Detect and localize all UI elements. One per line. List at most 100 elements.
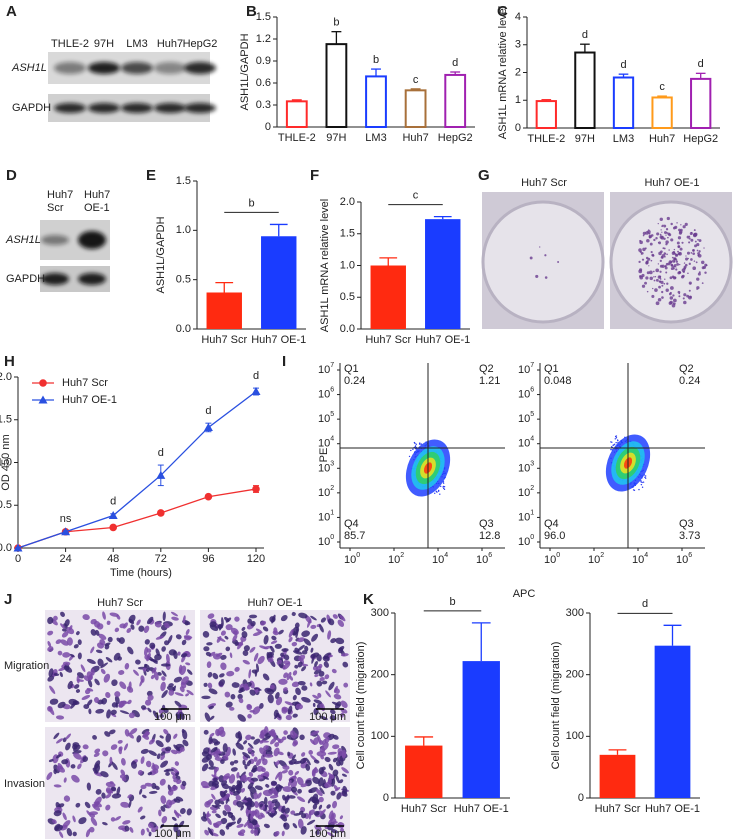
cell	[282, 765, 290, 770]
cell	[221, 783, 230, 790]
cell	[179, 711, 185, 720]
cell	[73, 644, 79, 649]
cell	[338, 647, 344, 654]
cell	[243, 820, 250, 828]
cell	[225, 825, 230, 830]
cell	[316, 680, 323, 687]
colony	[663, 237, 666, 241]
cell	[312, 767, 319, 774]
cell	[310, 647, 314, 653]
annotation: d	[620, 59, 626, 71]
cell	[160, 681, 166, 692]
colony	[673, 257, 677, 261]
y-tick-label: 100	[318, 534, 334, 548]
cell	[261, 767, 266, 773]
event	[641, 481, 643, 484]
cell	[235, 742, 244, 750]
cell	[149, 642, 156, 649]
cell	[253, 792, 258, 800]
cell	[296, 796, 306, 803]
bar	[444, 73, 467, 128]
cell	[160, 760, 169, 768]
lane-label: LM3	[126, 38, 147, 50]
cell	[308, 787, 318, 794]
cell	[224, 635, 229, 640]
cell	[335, 637, 345, 645]
cell	[327, 618, 335, 626]
cell	[313, 799, 320, 805]
cell	[232, 748, 236, 756]
cell	[81, 694, 91, 700]
cell	[153, 671, 159, 681]
event	[644, 477, 647, 479]
cell	[273, 627, 278, 634]
cell	[215, 813, 221, 819]
x-tick-label: THLE-2	[278, 132, 316, 144]
cell	[297, 661, 303, 668]
y-tick-label: 0.3	[256, 99, 271, 111]
cell	[322, 655, 330, 662]
colony	[661, 296, 664, 299]
tick-exponent: 2	[330, 485, 334, 492]
annotation: d	[452, 57, 458, 69]
cell	[233, 760, 239, 764]
cell	[234, 641, 239, 646]
cell	[229, 791, 234, 795]
cell	[241, 799, 248, 803]
cell	[313, 708, 319, 716]
cell	[211, 793, 216, 800]
cell	[76, 631, 80, 636]
cell	[264, 796, 268, 806]
cell	[320, 617, 327, 623]
cell	[340, 700, 348, 709]
cell	[82, 614, 90, 621]
cell	[241, 631, 248, 639]
cell	[278, 771, 283, 782]
error-bar	[215, 281, 234, 293]
y-tick-label: 0.5	[340, 291, 355, 303]
cell	[214, 804, 222, 808]
colony	[666, 253, 668, 256]
cell	[270, 640, 278, 645]
cell	[224, 691, 231, 698]
cell	[113, 652, 121, 661]
cell	[53, 673, 60, 677]
cell	[201, 756, 210, 763]
cell	[120, 769, 126, 776]
cell	[236, 817, 242, 825]
cell	[133, 669, 139, 676]
bar	[261, 236, 297, 329]
cell	[159, 778, 166, 786]
cell	[330, 638, 337, 644]
cell	[339, 815, 343, 820]
cell	[269, 645, 275, 653]
cell	[53, 615, 58, 621]
cell	[128, 800, 132, 808]
cell	[181, 676, 189, 685]
x-tick-label: Huh7 OE-1	[454, 803, 509, 815]
band	[121, 103, 153, 113]
cell	[328, 763, 334, 771]
cell	[66, 828, 73, 837]
colony	[544, 254, 547, 257]
colony	[648, 265, 650, 267]
cell	[304, 645, 309, 652]
cell	[63, 795, 71, 802]
colony	[666, 216, 670, 221]
cell	[331, 668, 337, 674]
marker	[13, 543, 23, 552]
cell	[309, 738, 315, 745]
cell	[173, 676, 183, 683]
marker	[109, 523, 117, 532]
cell	[263, 754, 274, 758]
cell	[255, 628, 263, 634]
cell	[318, 663, 323, 669]
cell	[114, 816, 122, 821]
cell	[337, 619, 345, 627]
colony	[681, 241, 684, 244]
x-tick-label: 104	[432, 552, 448, 566]
cell	[185, 662, 191, 666]
cell	[75, 802, 81, 808]
cell	[161, 690, 168, 699]
cell	[254, 801, 260, 808]
